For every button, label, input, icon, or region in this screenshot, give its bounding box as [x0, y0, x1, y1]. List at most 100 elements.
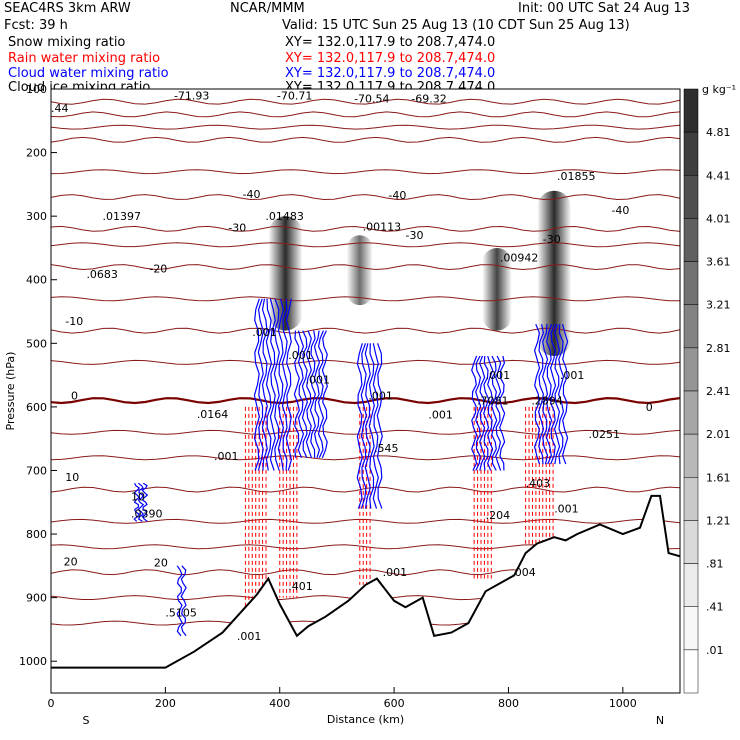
rain-label: .001: [383, 566, 408, 579]
cloud-water-contour: [141, 482, 149, 522]
y-tick-label: 500: [26, 337, 47, 350]
rain-label: .204: [486, 509, 511, 522]
colorbar-label: 2.01: [706, 428, 731, 441]
cloud-water-contour: [133, 482, 141, 522]
cloud-water-contour: [495, 355, 502, 471]
cloud-water-contour: [483, 355, 490, 471]
rain-field-label: Rain water mixing ratio: [8, 51, 161, 66]
rain-label: .004: [511, 566, 535, 579]
x-tick-label: 200: [155, 697, 176, 710]
ice-label: .01397: [102, 210, 141, 223]
y-tick-label: 100: [26, 83, 47, 96]
colorbar-label: 3.21: [706, 299, 731, 312]
plot-frame: [50, 88, 681, 694]
cloud-water-label: .545: [374, 442, 399, 455]
rain-label: .001: [237, 630, 262, 643]
colorbar-swatch: [683, 563, 699, 607]
cloud-water-field-xy: XY= 132.0,117.9 to 208.7,474.0: [285, 66, 496, 81]
temperature-contour: [51, 359, 680, 365]
ice-label: .00942: [500, 251, 539, 264]
cloud-water-contour: [257, 298, 264, 471]
plot-layers: [51, 98, 680, 693]
temperature-contour: [51, 169, 680, 175]
cloud-water-contour: [553, 324, 561, 465]
temperature-label: 0: [71, 389, 78, 402]
cloud-water-label: .0390: [131, 508, 163, 521]
temperature-contour: [51, 327, 680, 334]
temperature-label: 10: [65, 471, 79, 484]
y-tick-label: 900: [26, 592, 47, 605]
y-tick-label: 1000: [19, 655, 47, 668]
cloud-water-contour: [297, 330, 305, 459]
colorbar-label: 4.01: [706, 212, 731, 225]
temperature-label: -70.54: [354, 93, 389, 106]
temperature-label: -71.93: [174, 89, 209, 102]
temperature-contour: [51, 98, 680, 105]
cloud-water-contour: [368, 343, 375, 509]
cloud-water-contour: [321, 330, 328, 459]
temperature-label: -40: [611, 204, 629, 217]
cloud-water-contour: [360, 343, 367, 509]
temperature-contour: [51, 429, 680, 435]
valid-time: Valid: 15 UTC Sun 25 Aug 13 (10 CDT Sun …: [282, 18, 630, 33]
x-tick-label: 400: [269, 697, 290, 710]
rain-label: .403: [526, 477, 551, 490]
colorbar-label: 1.21: [706, 514, 731, 527]
colorbar-label: 2.81: [706, 342, 731, 355]
ice-label: .00113: [363, 220, 402, 233]
x-tick-label: 1000: [609, 697, 637, 710]
rain-label: .401: [288, 580, 313, 593]
colorbar-swatch: [683, 218, 699, 262]
cloud-water-contour: [549, 323, 557, 465]
cloud-water-contour: [376, 343, 383, 509]
cloud-water-contour: [545, 324, 553, 465]
temperature-label: -10: [65, 315, 83, 328]
cloud-water-contour: [261, 298, 268, 471]
temperature-label: -40: [243, 188, 261, 201]
cloud-water-contour: [269, 298, 276, 471]
cloud-water-contour: [372, 343, 379, 509]
temperature-contour: [51, 518, 680, 524]
temperature-label: 20: [64, 555, 78, 568]
y-tick-label: 400: [26, 274, 47, 287]
temperature-label: -69.32: [411, 93, 446, 106]
colorbar-swatch: [683, 304, 699, 349]
temperature-label: 20: [154, 557, 168, 570]
temperature-contour: [51, 225, 680, 232]
cloud-water-contour: [281, 298, 289, 471]
cloud-water-label: .001: [486, 369, 511, 382]
y-tick-label: 200: [26, 147, 47, 160]
cloud-water-contour: [317, 330, 325, 459]
init-time: Init: 00 UTC Sat 24 Aug 13: [518, 1, 691, 16]
colorbar-swatch: [683, 390, 699, 435]
colorbar-swatch: [683, 175, 699, 219]
rain-label: .001: [554, 503, 579, 516]
cloud-water-contour: [557, 324, 565, 465]
colorbar-label: .81: [706, 558, 724, 571]
temperature-label: 10: [131, 491, 145, 504]
temperature-label: 0: [646, 401, 653, 414]
ice-label: .01483: [265, 210, 304, 223]
colorbar-swatch: [683, 477, 699, 521]
left-end-label: S: [83, 714, 90, 727]
rain-label: .001: [214, 450, 239, 463]
colorbar-swatch: [683, 520, 699, 564]
colorbar-label: 2.41: [706, 385, 731, 398]
cloud-water-contour: [537, 324, 545, 465]
y-tick-label: 600: [26, 401, 47, 414]
temperature-label: -20: [149, 262, 167, 275]
temperature-label: -70.71: [277, 89, 312, 102]
ice-label: .01855: [557, 170, 596, 183]
cloud-water-label: .001: [368, 389, 393, 402]
cloud-water-contour: [541, 324, 549, 465]
terrain-line: [51, 494, 680, 669]
x-tick-label: 0: [48, 697, 55, 710]
cloud-water-label: .001: [560, 369, 585, 382]
y-tick-label: 800: [26, 528, 47, 541]
x-tick-label: 600: [384, 697, 405, 710]
colorbar-label: .41: [706, 601, 724, 614]
cloud-water-label: .001: [252, 326, 277, 339]
snow-field-label: Snow mixing ratio: [8, 35, 126, 50]
cloud-water-contour: [491, 355, 498, 471]
x-tick-label: 800: [498, 697, 519, 710]
